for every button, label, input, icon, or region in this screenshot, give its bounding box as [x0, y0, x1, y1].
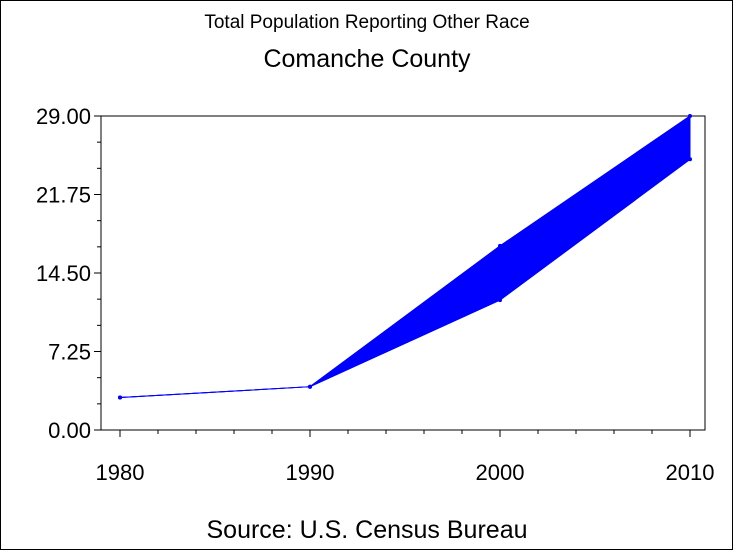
data-point: [688, 157, 692, 162]
y-tick-label: 29.00: [36, 104, 91, 129]
series-line-1: [119, 115, 691, 399]
plot-frame: [100, 115, 706, 431]
data-point: [118, 395, 122, 400]
plot-area: 0.00 7.25 14.50 21.75 29.00 1980 1990 2000 2010: [36, 104, 715, 485]
x-tick-label: 1980: [96, 460, 145, 485]
chart-footnote: Source: U.S. Census Bureau: [207, 516, 528, 544]
series-line-2: [119, 158, 691, 399]
chart-title: Total Population Reporting Other Race: [204, 12, 529, 33]
x-tick-label: 1990: [286, 460, 335, 485]
data-point: [688, 114, 692, 118]
data-point: [498, 298, 502, 303]
y-tick-label: 7.25: [48, 340, 91, 365]
y-tick-label: 0.00: [48, 418, 91, 443]
x-tick-label: 2010: [666, 460, 715, 485]
data-point: [308, 384, 312, 389]
series-band: [119, 115, 691, 399]
chart-subtitle: Comanche County: [263, 45, 471, 73]
data-point: [498, 243, 502, 248]
y-tick-label: 21.75: [36, 183, 91, 208]
y-tick-label: 14.50: [36, 261, 91, 286]
x-tick-label: 2000: [476, 460, 525, 485]
